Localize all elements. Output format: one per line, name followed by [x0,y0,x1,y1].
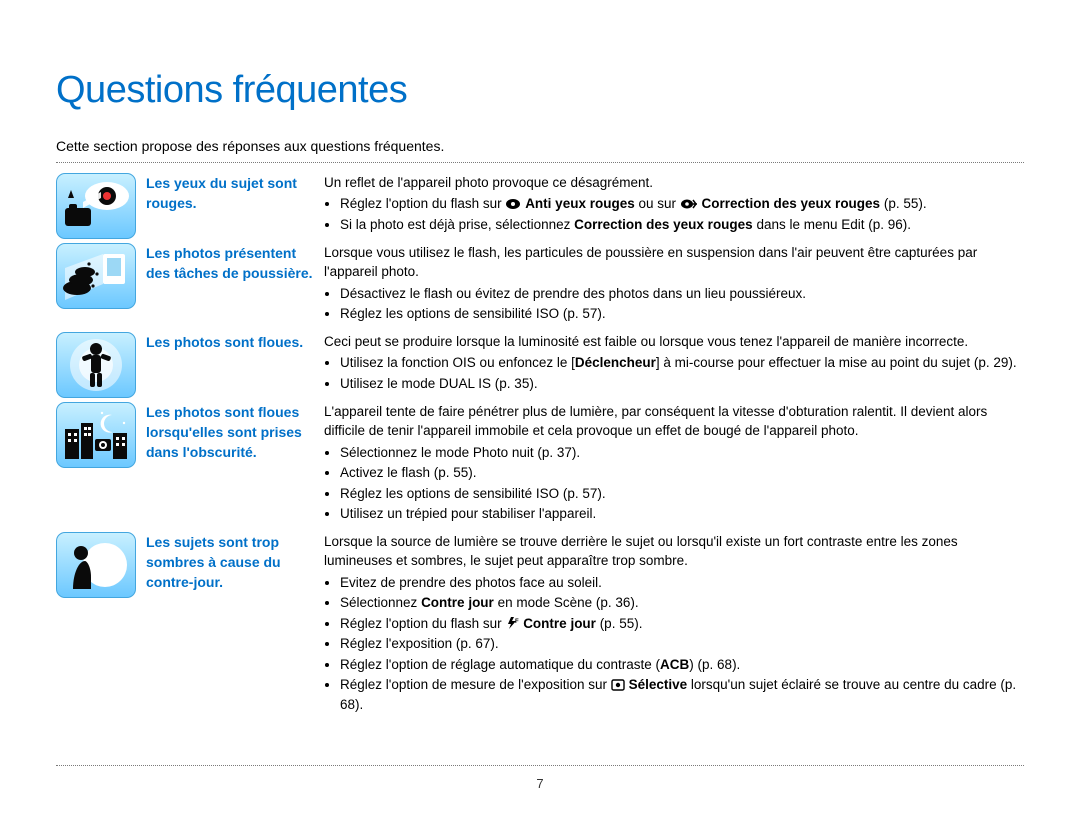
faq-row: Les photos sont floues lorsqu'elles sont… [56,402,1024,528]
faq-bullet: Réglez l'option de réglage automatique d… [340,655,1024,675]
faq-label: Les photos sont floues. [146,332,324,352]
faq-label: Les yeux du sujet sont rouges. [146,173,324,213]
dark-blur-icon [56,402,136,468]
faq-row: Les sujets sont trop sombres à cause du … [56,532,1024,719]
page-number: 7 [56,776,1024,791]
faq-bullet: Réglez les options de sensibilité ISO (p… [340,304,1024,324]
faq-bullet: Sélectionnez le mode Photo nuit (p. 37). [340,443,1024,463]
faq-bullet: Réglez l'option de mesure de l'expositio… [340,675,1024,714]
page-subtitle: Cette section propose des réponses aux q… [56,138,1024,154]
faq-intro: L'appareil tente de faire pénétrer plus … [324,402,1024,441]
faq-bullet: Utilisez un trépied pour stabiliser l'ap… [340,504,1024,524]
faq-bullets: Désactivez le flash ou évitez de prendre… [326,284,1024,324]
faq-intro: Un reflet de l'appareil photo provoque c… [324,173,1024,193]
faq-list: Les yeux du sujet sont rouges.Un reflet … [56,173,1024,723]
faq-bullet: Si la photo est déjà prise, sélectionnez… [340,215,1024,235]
faq-bullet: Réglez l'exposition (p. 67). [340,634,1024,654]
faq-bullet: Utilisez la fonction OIS ou enfoncez le … [340,353,1024,373]
faq-label: Les photos sont floues lorsqu'elles sont… [146,402,324,462]
faq-bullets: Sélectionnez le mode Photo nuit (p. 37).… [326,443,1024,524]
faq-bullets: Utilisez la fonction OIS ou enfoncez le … [326,353,1024,393]
faq-bullet: Evitez de prendre des photos face au sol… [340,573,1024,593]
svg-text:F: F [515,619,519,625]
red-eye-icon [56,173,136,239]
faq-bullet: Réglez l'option du flash sur Anti yeux r… [340,194,1024,214]
page-title: Questions fréquentes [56,69,1024,112]
faq-row: Les photos présentent des tâches de pous… [56,243,1024,328]
faq-description: Lorsque vous utilisez le flash, les part… [324,243,1024,328]
blur-icon [56,332,136,398]
header-rule [56,162,1024,163]
faq-description: L'appareil tente de faire pénétrer plus … [324,402,1024,528]
faq-bullet: Réglez les options de sensibilité ISO (p… [340,484,1024,504]
faq-bullets: Evitez de prendre des photos face au sol… [326,573,1024,715]
faq-intro: Lorsque vous utilisez le flash, les part… [324,243,1024,282]
faq-bullet: Utilisez le mode DUAL IS (p. 35). [340,374,1024,394]
faq-bullet: Sélectionnez Contre jour en mode Scène (… [340,593,1024,613]
faq-page: Questions fréquentes Cette section propo… [0,0,1080,815]
faq-label: Les sujets sont trop sombres à cause du … [146,532,324,592]
faq-bullet: Réglez l'option du flash sur F Contre jo… [340,614,1024,634]
footer-rule [56,765,1024,766]
faq-description: Un reflet de l'appareil photo provoque c… [324,173,1024,239]
faq-intro: Lorsque la source de lumière se trouve d… [324,532,1024,571]
faq-intro: Ceci peut se produire lorsque la luminos… [324,332,1024,352]
faq-label: Les photos présentent des tâches de pous… [146,243,324,283]
faq-bullet: Activez le flash (p. 55). [340,463,1024,483]
faq-row: Les yeux du sujet sont rouges.Un reflet … [56,173,1024,239]
dust-icon [56,243,136,309]
faq-row: Les photos sont floues.Ceci peut se prod… [56,332,1024,398]
faq-description: Lorsque la source de lumière se trouve d… [324,532,1024,719]
backlight-icon [56,532,136,598]
faq-description: Ceci peut se produire lorsque la luminos… [324,332,1024,398]
faq-bullet: Désactivez le flash ou évitez de prendre… [340,284,1024,304]
faq-bullets: Réglez l'option du flash sur Anti yeux r… [326,194,1024,234]
